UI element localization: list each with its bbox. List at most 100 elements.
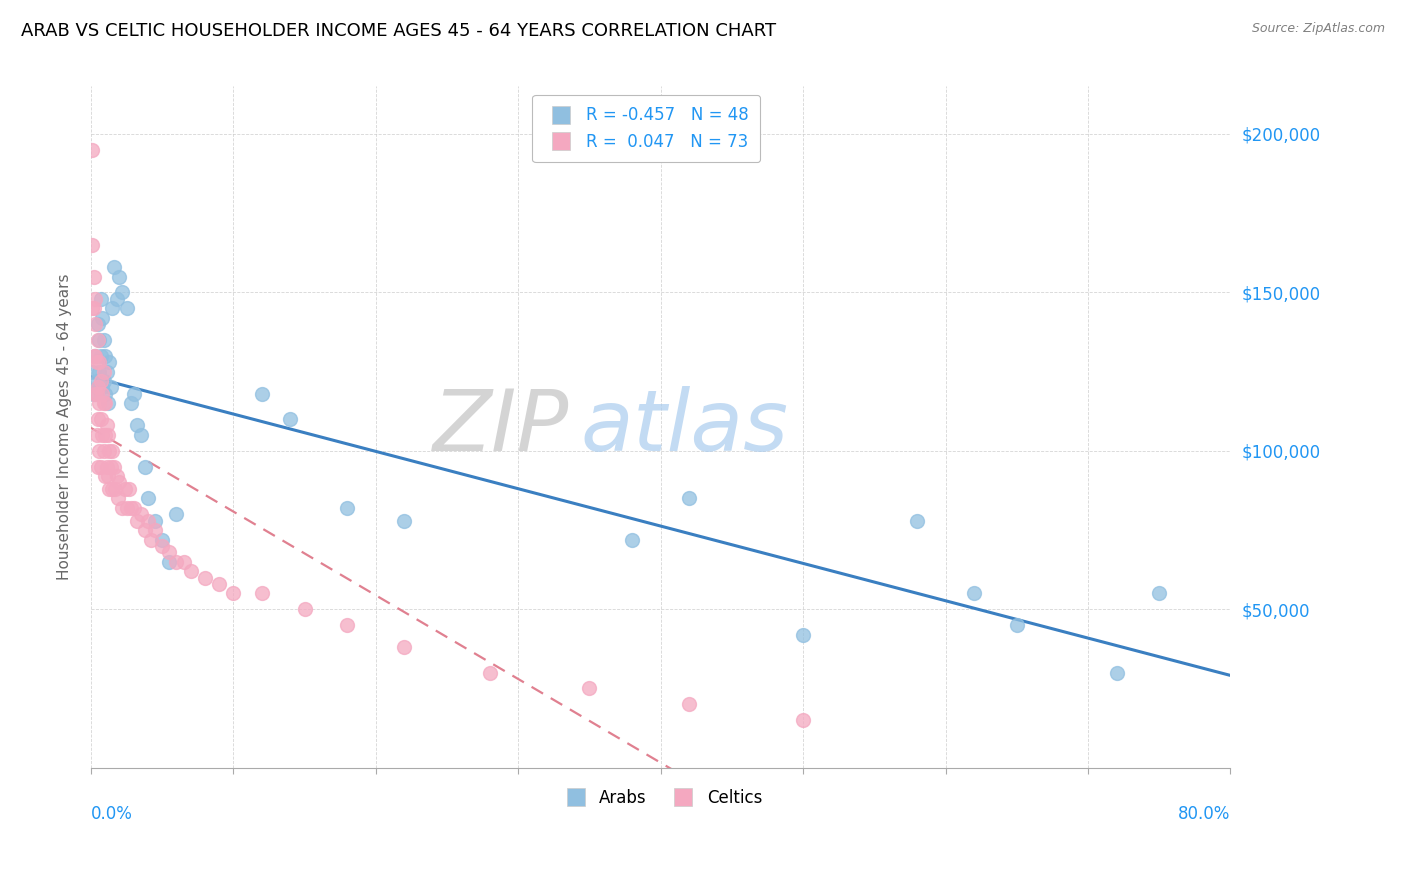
Point [1147,586,1170,600]
Point [108,475,131,490]
Point [98,443,121,458]
Point [194,570,217,584]
Point [208,577,231,591]
Point [83,269,105,284]
Point [122,500,145,515]
Point [87,459,110,474]
Legend: Arabs, Celtics: Arabs, Celtics [553,782,769,814]
Text: 0.0%: 0.0% [91,805,132,823]
Point [134,459,156,474]
Point [90,292,112,306]
Point [792,713,814,727]
Point [86,355,108,369]
Point [578,681,600,696]
Point [82,301,104,316]
Point [165,555,187,569]
Point [96,418,118,433]
Point [143,514,166,528]
Point [678,698,700,712]
Point [101,482,124,496]
Point [173,555,195,569]
Point [82,365,104,379]
Point [94,396,117,410]
Point [86,374,108,388]
Point [91,380,114,394]
Point [90,412,112,426]
Point [115,500,138,515]
Y-axis label: Householder Income Ages 45 - 64 years: Householder Income Ages 45 - 64 years [58,274,72,581]
Point [150,539,173,553]
Point [105,469,128,483]
Point [621,533,644,547]
Point [83,301,105,316]
Point [91,310,114,325]
Point [280,412,302,426]
Point [394,640,416,655]
Point [139,533,162,547]
Point [87,333,110,347]
Point [84,317,107,331]
Point [129,428,152,442]
Point [84,349,107,363]
Point [84,386,107,401]
Point [157,555,180,569]
Point [93,396,115,410]
Point [101,301,124,316]
Point [90,374,112,388]
Point [104,482,127,496]
Point [150,533,173,547]
Text: atlas: atlas [581,385,789,468]
Point [87,380,110,394]
Point [93,333,115,347]
Point [89,443,111,458]
Point [1105,665,1128,680]
Point [91,428,114,442]
Point [94,349,117,363]
Point [86,386,108,401]
Point [87,412,110,426]
Point [100,459,122,474]
Point [84,349,107,363]
Point [136,514,159,528]
Point [336,500,359,515]
Point [294,602,316,616]
Point [86,428,108,442]
Point [111,500,134,515]
Text: ARAB VS CELTIC HOUSEHOLDER INCOME AGES 45 - 64 YEARS CORRELATION CHART: ARAB VS CELTIC HOUSEHOLDER INCOME AGES 4… [21,22,776,40]
Point [1005,618,1028,632]
Point [93,374,115,388]
Point [125,514,148,528]
Point [82,143,104,157]
Point [100,380,122,394]
Point [143,523,166,537]
Point [134,523,156,537]
Point [180,564,202,578]
Point [114,482,136,496]
Point [96,459,118,474]
Point [165,507,187,521]
Point [83,386,105,401]
Point [157,545,180,559]
Point [97,469,120,483]
Point [108,269,131,284]
Point [120,396,142,410]
Point [336,618,359,632]
Text: 80.0%: 80.0% [1178,805,1230,823]
Text: Source: ZipAtlas.com: Source: ZipAtlas.com [1251,22,1385,36]
Point [963,586,986,600]
Point [250,386,273,401]
Point [118,482,141,496]
Point [250,586,273,600]
Point [89,355,111,369]
Point [94,469,117,483]
Point [93,443,115,458]
Point [97,396,120,410]
Point [98,355,121,369]
Point [94,386,117,401]
Point [87,380,110,394]
Point [103,459,125,474]
Point [98,482,121,496]
Point [82,237,104,252]
Point [89,365,111,379]
Point [84,292,107,306]
